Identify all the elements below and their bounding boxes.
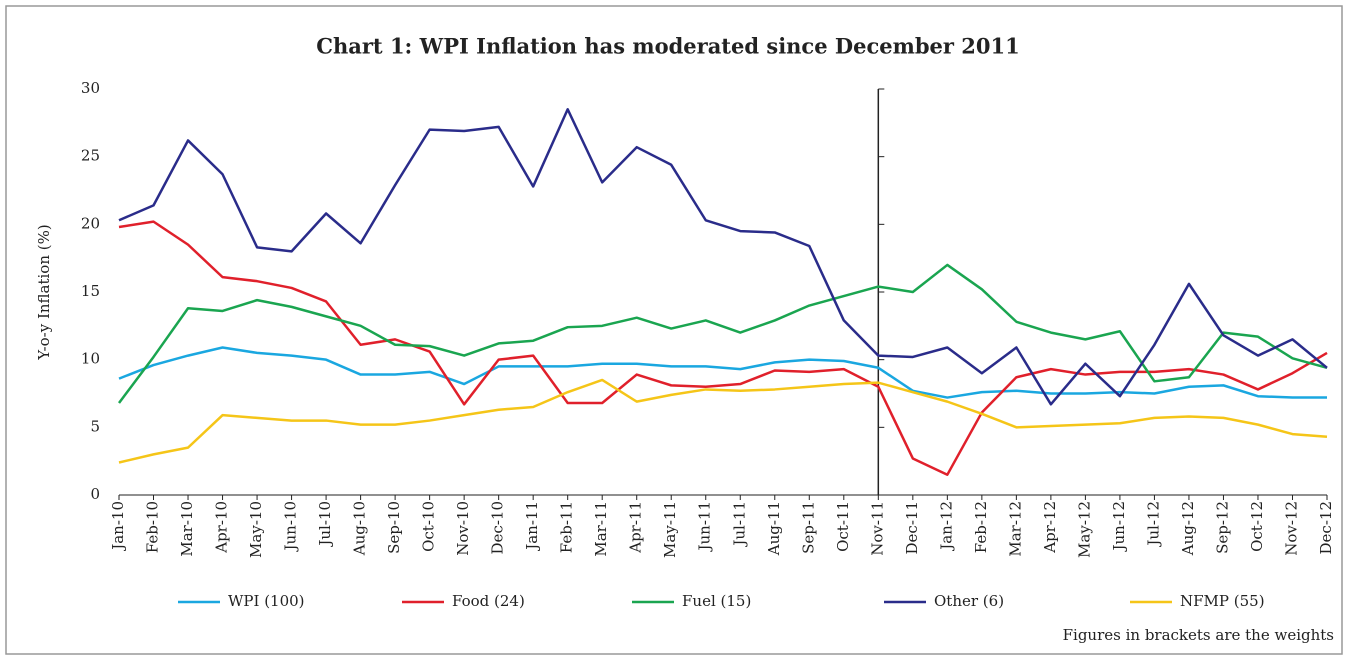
x-tick-label: Mar-11 (592, 501, 610, 557)
series-line (118, 263, 1328, 404)
x-tick-label: Jun-12 (1110, 501, 1128, 553)
x-tick-label: Jul-10 (316, 501, 334, 548)
x-tick-label: Nov-12 (1282, 501, 1300, 556)
legend-label: Food (24) (452, 592, 525, 610)
series-line (118, 220, 1328, 476)
x-tick-label: Feb-11 (558, 501, 576, 553)
x-tick-label: Apr-12 (1041, 501, 1059, 554)
legend-label: Other (6) (934, 592, 1004, 610)
x-tick-label: Sep-11 (799, 501, 817, 554)
x-tick-label: Dec-11 (903, 501, 921, 554)
x-tick-label: Feb-12 (972, 501, 990, 553)
x-tick-label: Mar-10 (178, 501, 196, 557)
legend-label: WPI (100) (228, 592, 305, 610)
x-tick-label: Mar-12 (1006, 501, 1024, 557)
x-tick-label: Jun-10 (282, 501, 300, 553)
y-tick-label: 25 (81, 147, 100, 165)
y-tick-label: 15 (81, 282, 100, 300)
note: Figures in brackets are the weights (1063, 626, 1334, 644)
x-tick-label: Nov-11 (868, 501, 886, 556)
x-tick-label: Apr-10 (213, 501, 231, 554)
frame (5, 5, 1343, 655)
series-line (118, 108, 1328, 406)
y-tick-label: 10 (81, 350, 100, 368)
x-tick-label: Oct-10 (420, 501, 438, 552)
x-tick-label: May-11 (661, 501, 679, 558)
x-tick-label: Apr-11 (627, 501, 645, 554)
x-tick-label: Jul-11 (730, 501, 748, 548)
x-tick-label: Jan-12 (937, 501, 955, 552)
chart-title: Chart 1: WPI Inflation has moderated sin… (316, 34, 1019, 59)
y-tick-label: 30 (81, 79, 100, 97)
legend-label: Fuel (15) (682, 592, 751, 610)
x-tick-label: Aug-11 (765, 501, 783, 556)
x-tick-label: Oct-12 (1248, 501, 1266, 552)
x-tick-label: Jan-11 (523, 501, 541, 552)
x-tick-label: Aug-12 (1179, 501, 1197, 556)
legend-label: NFMP (55) (1180, 592, 1265, 610)
y-axis-label: Y-o-y Inflation (%) (35, 224, 53, 360)
x-tick-label: May-10 (247, 501, 265, 558)
x-tick-label: Jan-10 (109, 501, 127, 552)
y-tick-label: 5 (90, 417, 100, 435)
y-tick-label: 0 (90, 485, 100, 503)
x-tick-label: Feb-10 (144, 501, 162, 553)
x-tick-label: Aug-10 (351, 501, 369, 556)
x-tick-label: Dec-12 (1317, 501, 1335, 554)
series-line (118, 346, 1327, 399)
x-tick-label: Nov-10 (454, 501, 472, 556)
x-tick-label: Jul-12 (1144, 501, 1162, 548)
x-tick-label: Sep-12 (1213, 501, 1231, 554)
x-tick-label: Sep-10 (385, 501, 403, 554)
x-tick-label: May-12 (1075, 501, 1093, 558)
x-tick-label: Oct-11 (834, 501, 852, 552)
x-tick-label: Dec-10 (489, 501, 507, 554)
y-tick-label: 20 (81, 214, 100, 232)
series-line (118, 378, 1328, 464)
x-tick-label: Jun-11 (696, 501, 714, 553)
